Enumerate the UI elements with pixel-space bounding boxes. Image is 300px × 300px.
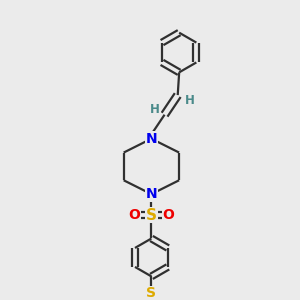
Text: O: O — [162, 208, 174, 222]
Text: H: H — [150, 103, 160, 116]
Text: S: S — [146, 208, 157, 223]
Text: S: S — [146, 286, 156, 300]
Text: O: O — [128, 208, 140, 222]
Text: H: H — [185, 94, 195, 107]
Text: N: N — [146, 132, 157, 146]
Text: N: N — [146, 187, 157, 201]
